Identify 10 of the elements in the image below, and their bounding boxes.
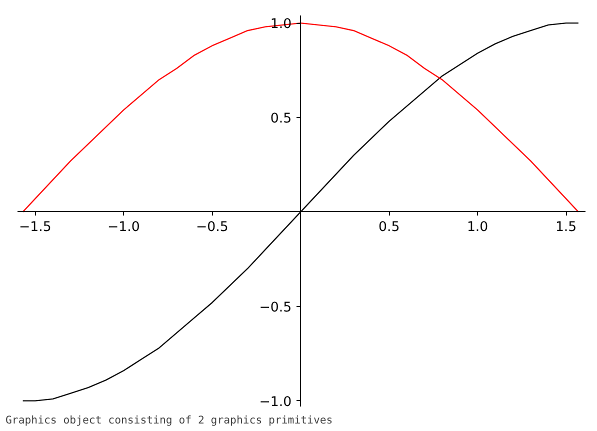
x-tick-label: −1.5 — [19, 220, 52, 235]
y-tick-label: 0.5 — [270, 112, 292, 126]
x-tick-label: 1.5 — [555, 220, 577, 235]
y-tick-label: −0.5 — [259, 300, 292, 316]
x-tick-label: −1.0 — [107, 220, 140, 235]
text: Graphics object consisting of 2 graphics primitives — [6, 414, 333, 426]
y-tick-label: −1.0 — [259, 394, 292, 410]
x-tick-label: 1.0 — [466, 220, 488, 235]
x-tick-label: 0.5 — [378, 220, 400, 235]
x-tick-label: −0.5 — [196, 220, 228, 235]
